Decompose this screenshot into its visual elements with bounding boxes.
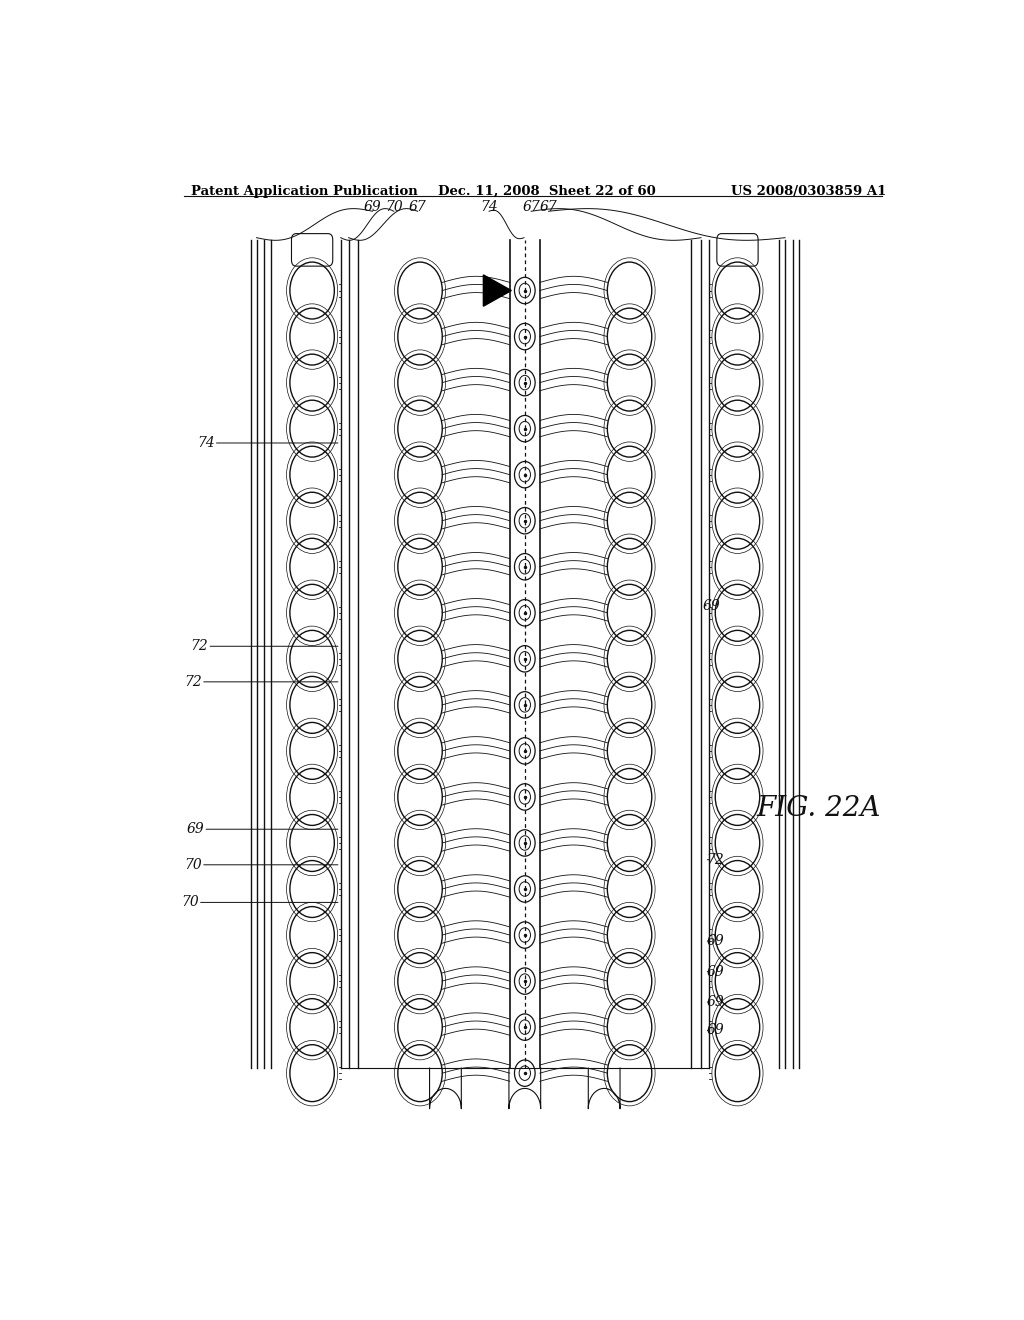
Text: 69: 69 <box>707 965 724 978</box>
Text: 67: 67 <box>540 201 557 214</box>
Text: FIG. 22A: FIG. 22A <box>757 796 881 822</box>
Text: 69: 69 <box>702 598 720 612</box>
Text: Patent Application Publication: Patent Application Publication <box>191 185 418 198</box>
Text: 69: 69 <box>707 995 724 1008</box>
Text: 70: 70 <box>385 201 402 214</box>
Text: Dec. 11, 2008  Sheet 22 of 60: Dec. 11, 2008 Sheet 22 of 60 <box>437 185 655 198</box>
Text: 74: 74 <box>480 201 498 214</box>
Text: 67: 67 <box>522 201 540 214</box>
Text: 72: 72 <box>190 639 208 653</box>
Text: US 2008/0303859 A1: US 2008/0303859 A1 <box>731 185 887 198</box>
Text: 67: 67 <box>409 201 427 214</box>
Polygon shape <box>483 275 511 306</box>
Text: 69: 69 <box>707 1023 724 1038</box>
Text: 69: 69 <box>707 935 724 948</box>
Text: 69: 69 <box>186 822 205 837</box>
Text: 70: 70 <box>181 895 199 909</box>
Text: 69: 69 <box>364 201 381 214</box>
Text: 74: 74 <box>197 436 215 450</box>
Text: 72: 72 <box>184 675 202 689</box>
Text: 70: 70 <box>184 858 202 871</box>
Text: 72: 72 <box>707 853 724 867</box>
